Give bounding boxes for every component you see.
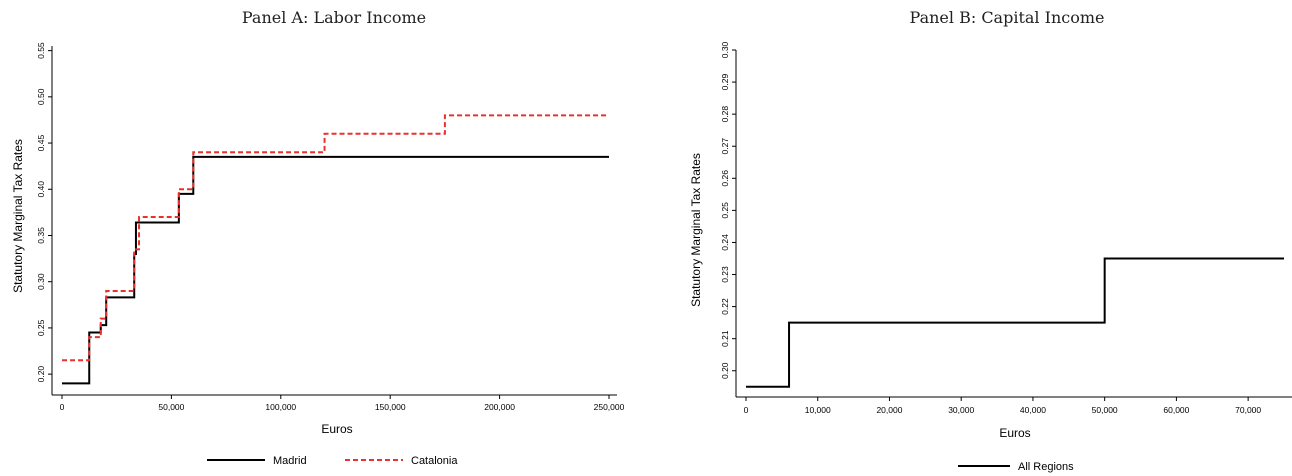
panel-a-y-tick-label: 0.40 — [36, 181, 46, 198]
panel-b-y-axis: 0.20 0.21 0.22 0.23 0.24 0.25 0.26 0.27 0.28 0.29… — [720, 41, 737, 397]
panel-b-y-tick-label: 0.23 — [720, 266, 730, 283]
panel-b-legend: All Regions — [958, 461, 1074, 473]
panel-b-series — [746, 257, 1284, 388]
panel-b-y-tick-label: 0.22 — [720, 298, 730, 315]
panel-a-y-axis-label: Statutory Marginal Tax Rates — [11, 139, 25, 293]
panel-a-y-tick-label: 0.30 — [36, 273, 46, 290]
panel-a-legend-label: Madrid — [273, 455, 307, 467]
panel-b-x-tick-label: 20,000 — [876, 405, 902, 415]
panel-b-x-tick-label: 10,000 — [805, 405, 831, 415]
panel-b-x-axis-label: Euros — [999, 426, 1030, 440]
panel-a-series-catalonia — [62, 114, 609, 362]
panel-b-y-tick-label: 0.25 — [720, 202, 730, 219]
panel-b-series-all-regions — [746, 257, 1284, 388]
panel-a-x-axis-label: Euros — [321, 422, 352, 436]
panel-b-y-tick-label: 0.24 — [720, 234, 730, 251]
panel-b-legend-label: All Regions — [1018, 461, 1074, 473]
panel-b-x-tick-label: 50,000 — [1092, 405, 1118, 415]
panel-a-x-tick-label: 50,000 — [158, 402, 184, 412]
panel-a-x-tick-label: 150,000 — [375, 402, 406, 412]
panel-a-y-tick-label: 0.25 — [36, 319, 46, 336]
panel-b-x-tick-label: 70,000 — [1235, 405, 1261, 415]
panel-b-y-tick-label: 0.27 — [720, 138, 730, 155]
panel-a-y-tick-label: 0.50 — [36, 88, 46, 105]
panel-a-x-tick-label: 250,000 — [594, 402, 625, 412]
panel-a-y-tick-label: 0.35 — [36, 227, 46, 244]
panel-b-capital-income: Panel B: Capital Income 0.20 0.21 0.22 0.23… — [689, 8, 1292, 473]
panel-a-legend: Madrid Catalonia — [207, 455, 458, 467]
panel-b-x-tick-label: 60,000 — [1163, 405, 1189, 415]
panel-a-y-tick-label: 0.20 — [36, 366, 46, 383]
panel-b-y-tick-label: 0.20 — [720, 362, 730, 379]
panel-a-y-tick-label: 0.45 — [36, 135, 46, 152]
panel-b-y-axis-label: Statutory Marginal Tax Rates — [689, 153, 703, 307]
panel-a-series — [62, 114, 609, 385]
panel-a-legend-label: Catalonia — [411, 455, 458, 467]
panel-b-y-tick-label: 0.29 — [720, 74, 730, 91]
panel-b-title: Panel B: Capital Income — [910, 8, 1105, 27]
panel-b-x-tick-label: 40,000 — [1020, 405, 1046, 415]
panel-b-x-tick-label: 0 — [744, 405, 749, 415]
panel-b-y-tick-label: 0.26 — [720, 170, 730, 187]
panel-a-x-axis: 0 50,000 100,000 150,000 200,000 250,000 — [52, 394, 625, 412]
panel-a-x-tick-label: 200,000 — [484, 402, 515, 412]
panel-a-y-axis: 0.20 0.25 0.30 0.35 0.40 0.45 0.50 0.55 — [36, 42, 53, 395]
panel-a-series-madrid — [62, 155, 609, 385]
panel-a-labor-income: Panel A: Labor Income 0.200.250.300.350.… — [11, 8, 625, 467]
panel-b-y-tick-label: 0.21 — [720, 330, 730, 347]
panel-b-x-axis: 0 10,000 20,000 30,000 40,000 50,000 60,000 70,… — [736, 396, 1292, 415]
panel-b-y-tick-label: 0.28 — [720, 106, 730, 123]
panel-a-x-tick-label: 0 — [60, 402, 65, 412]
panel-a-x-tick-label: 100,000 — [265, 402, 296, 412]
panel-b-y-tick-label: 0.30 — [720, 41, 730, 58]
panel-a-title: Panel A: Labor Income — [242, 8, 426, 27]
panel-b-x-tick-label: 30,000 — [948, 405, 974, 415]
panel-a-y-tick-label: 0.55 — [36, 42, 46, 59]
